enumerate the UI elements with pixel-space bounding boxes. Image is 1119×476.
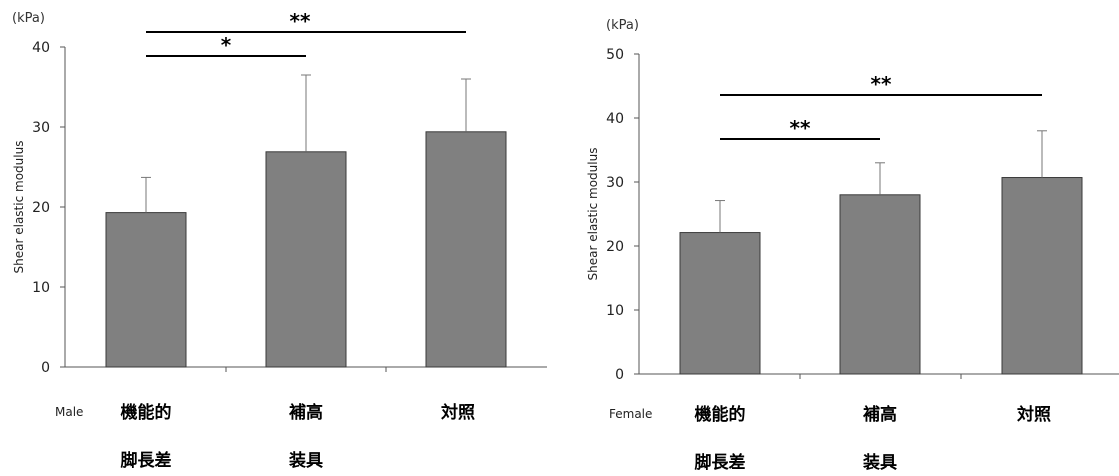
male-bar <box>105 212 187 368</box>
male-category-label: 対照 <box>440 402 475 423</box>
male-category-label: 補高 <box>288 402 323 423</box>
female-category-label: 補高 <box>862 404 897 425</box>
female-y-tick-label: 40 <box>606 111 624 127</box>
male-category-label: 機能的 <box>121 402 172 423</box>
female-significance-label: ** <box>790 116 811 140</box>
male-unit-label: (kPa) <box>12 11 45 26</box>
female-bar <box>1001 177 1083 375</box>
male-y-tick-label: 30 <box>32 120 50 136</box>
male-group-label: Male <box>55 405 83 419</box>
male-significance-label: * <box>221 33 232 57</box>
female-y-tick-label: 0 <box>615 367 624 383</box>
female-category-label: 対照 <box>1016 404 1051 425</box>
female-category-label: 脚長差 <box>695 452 746 472</box>
male-bar <box>265 151 347 368</box>
female-y-tick-label: 10 <box>606 303 624 319</box>
female-bar <box>679 232 761 375</box>
female-category-label: 装具 <box>862 452 897 472</box>
male-y-axis-title: Shear elastic modulus <box>12 141 26 274</box>
male-y-tick-label: 40 <box>32 40 50 56</box>
male-category-label: 脚長差 <box>121 450 172 471</box>
female-significance-label: ** <box>871 72 892 96</box>
male-y-tick-label: 20 <box>32 200 50 216</box>
male-category-label: 装具 <box>288 450 323 471</box>
female-unit-label: (kPa) <box>606 18 639 33</box>
female-group-label: Female <box>609 407 652 421</box>
male-y-tick-label: 0 <box>41 360 50 376</box>
male-bar <box>425 131 507 368</box>
female-y-tick-label: 20 <box>606 239 624 255</box>
male-significance-label: ** <box>290 9 311 33</box>
female-bar <box>839 194 921 375</box>
female-category-label: 機能的 <box>695 404 746 425</box>
female-y-tick-label: 50 <box>606 47 624 63</box>
female-y-axis-title: Shear elastic modulus <box>586 148 600 281</box>
female-y-tick-label: 30 <box>606 175 624 191</box>
male-y-tick-label: 10 <box>32 280 50 296</box>
